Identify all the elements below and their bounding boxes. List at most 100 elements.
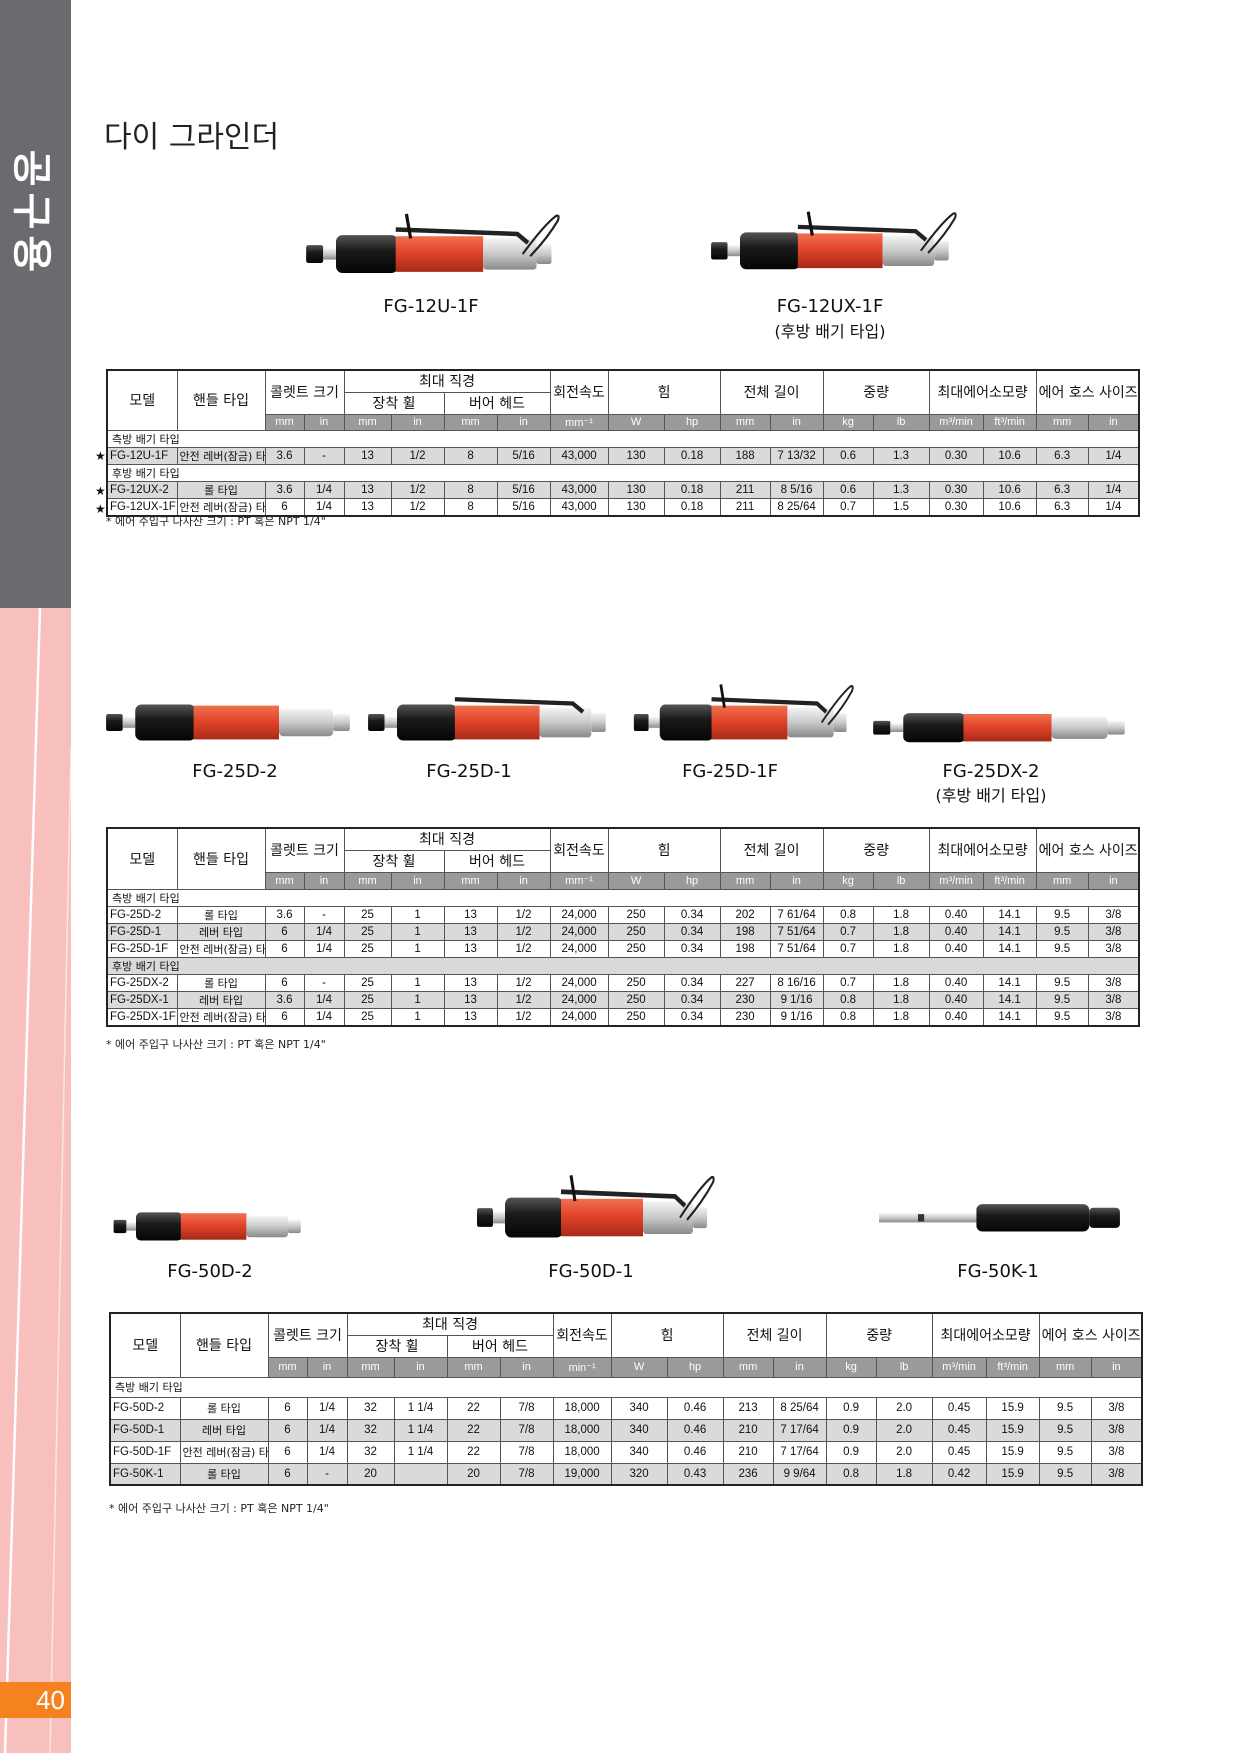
group-row-label: 측방 배기 타입 (109, 1376, 1143, 1398)
spec-cell: 250 (607, 905, 665, 924)
spec-table: 모델 핸들 타입 콜렛트 크기 최대 직경 회전속도 힘 전체 길이 중량 최대에어소모량 에어 … (106, 369, 1141, 517)
unit-header: mm (443, 413, 498, 431)
spec-cell: 211 (719, 497, 771, 516)
spec-cell: 0.18 (663, 497, 721, 516)
spec-cell: 1 (390, 1007, 445, 1026)
spec-cell: 3.6 (264, 905, 305, 924)
spec-cell: 0.45 (931, 1440, 987, 1464)
header-handle-type: 핸들 타입 (176, 369, 266, 431)
model-cell: FG-12U-1F (106, 446, 178, 465)
spec-cell: 6 (264, 922, 305, 941)
unit-header: mm (722, 1356, 774, 1378)
unit-header: in (303, 413, 345, 431)
spec-cell: 3/8 (1087, 922, 1140, 941)
header-weight: 중량 (822, 827, 930, 873)
spec-cell: 130 (607, 497, 665, 516)
spec-cell: 9.5 (1035, 905, 1089, 924)
spec-cell: 1 1/4 (393, 1440, 448, 1464)
spec-cell: 9.5 (1038, 1462, 1092, 1486)
spec-cell: 7 17/64 (772, 1418, 827, 1442)
table-row: FG-25D-1 레버 타입 6 1/4 25 1 13 1/2 24,000 250 0.34 19… (106, 922, 1140, 941)
spec-cell: 202 (719, 905, 771, 924)
product-model-label: FG-25D-1 (426, 761, 512, 782)
product-model-label: FG-50D-2 (167, 1261, 253, 1282)
spec-cell: 20 (446, 1462, 501, 1486)
header-handle-type: 핸들 타입 (179, 1312, 269, 1378)
unit-header: ft³/min (985, 1356, 1040, 1378)
spec-cell: 3/8 (1090, 1418, 1143, 1442)
spec-cell: 3/8 (1087, 905, 1140, 924)
group-row-label: 측방 배기 타입 (106, 888, 1140, 907)
unit-header: kg (822, 413, 874, 431)
sidebar-decoration (0, 608, 71, 1753)
spec-cell: 1/2 (496, 973, 551, 992)
header-collet-size: 콜렛트 크기 (267, 1312, 348, 1358)
spec-cell: 210 (722, 1440, 774, 1464)
header-power: 힘 (607, 369, 721, 415)
group-row-label: 측방 배기 타입 (106, 429, 1140, 448)
table-row: FG-25DX-1 레버 타입 3.6 1/4 25 1 13 1/2 24,000 250 0.3… (106, 990, 1140, 1009)
product-subtitle: (후방 배기 타입) (935, 786, 1047, 805)
spec-cell: 15.9 (985, 1418, 1040, 1442)
spec-cell: 15.9 (985, 1396, 1040, 1420)
spec-cell: 1/4 (1087, 497, 1140, 516)
spec-cell: 안전 레버(잠금) 타입 (176, 497, 266, 516)
spec-cell: 24,000 (549, 922, 609, 941)
spec-cell: 1/2 (496, 1007, 551, 1026)
spec-cell: 8 5/16 (769, 480, 824, 499)
spec-cell: 롤 타입 (176, 973, 266, 992)
spec-cell: 0.8 (822, 990, 874, 1009)
unit-header: mm (343, 871, 392, 890)
spec-cell: 롤 타입 (176, 480, 266, 499)
spec-cell: 6.3 (1035, 446, 1089, 465)
spec-cell: - (303, 973, 345, 992)
unit-header: ft³/min (982, 871, 1037, 890)
spec-cell: 0.8 (822, 905, 874, 924)
spec-cell: 안전 레버(잠금) 타입 (176, 939, 266, 958)
spec-cell: 8 (443, 446, 498, 465)
unit-header: mm (264, 871, 305, 890)
spec-cell: 롤 타입 (179, 1396, 269, 1420)
star-marker-icon: ★ (95, 449, 106, 463)
spec-cell: 0.6 (822, 446, 874, 465)
spec-cell: 0.43 (666, 1462, 724, 1486)
header-handle-type: 핸들 타입 (176, 827, 266, 890)
spec-cell: 1 (390, 990, 445, 1009)
spec-cell: 0.9 (825, 1418, 877, 1442)
spec-cell: 14.1 (982, 905, 1037, 924)
header-hose-size: 에어 호스 사이즈 (1035, 369, 1140, 415)
spec-cell: 1/4 (303, 922, 345, 941)
spec-cell: 10.6 (982, 480, 1037, 499)
spec-cell: 0.40 (928, 1007, 984, 1026)
spec-cell: 0.7 (822, 922, 874, 941)
header-burr-head: 버어 헤드 (446, 1334, 554, 1358)
header-burr-head: 버어 헤드 (443, 391, 551, 415)
product-image-die-grinder-roll (871, 690, 1129, 750)
spec-cell: 0.30 (928, 497, 984, 516)
spec-cell: 6.3 (1035, 497, 1089, 516)
table-footnote: * 에어 주입구 나사산 크기 : PT 혹은 NPT 1/4" (106, 1038, 326, 1051)
unit-header: m³/min (931, 1356, 987, 1378)
star-marker-icon: ★ (95, 484, 106, 498)
spec-cell: 15.9 (985, 1440, 1040, 1464)
spec-cell: 0.9 (825, 1440, 877, 1464)
product-image-die-grinder-roll (104, 676, 354, 750)
spec-cell: 250 (607, 922, 665, 941)
spec-cell: 340 (610, 1440, 668, 1464)
spec-cell: 0.46 (666, 1418, 724, 1442)
spec-cell: 0.34 (663, 973, 721, 992)
header-wheel: 장착 휠 (346, 1334, 448, 1358)
spec-cell: 8 (443, 497, 498, 516)
spec-cell: 1/2 (496, 922, 551, 941)
spec-cell: 1 1/4 (393, 1418, 448, 1442)
spec-cell: 211 (719, 480, 771, 499)
spec-cell (393, 1462, 448, 1486)
unit-header: hp (666, 1356, 724, 1378)
spec-cell: 1.8 (872, 905, 930, 924)
unit-header: in (390, 871, 445, 890)
spec-table: 모델 핸들 타입 콜렛트 크기 최대 직경 회전속도 힘 전체 길이 중량 최대에어소모량 에어 … (106, 827, 1141, 1027)
spec-cell: 7 61/64 (769, 905, 824, 924)
product-image-die-grinder-long-spindle (877, 1184, 1123, 1248)
spec-cell: 25 (343, 990, 392, 1009)
